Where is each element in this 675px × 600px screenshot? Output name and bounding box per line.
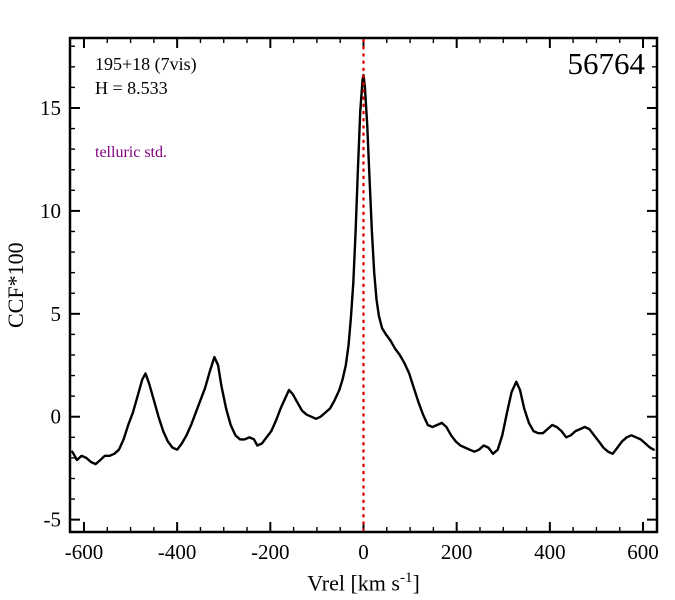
plot-title-mjd: 56764 <box>567 46 646 81</box>
y-tick-label: 5 <box>51 302 62 326</box>
x-tick-label: 600 <box>627 540 659 564</box>
target-id-label: 195+18 (7vis) <box>95 54 197 74</box>
x-axis-label: Vrel [km s-1] <box>70 570 657 596</box>
x-tick-label: 400 <box>534 540 566 564</box>
telluric-note-label: telluric std. <box>95 144 167 161</box>
y-tick-label: 10 <box>40 199 61 223</box>
plot-frame <box>68 36 659 534</box>
x-tick-label: 0 <box>358 540 369 564</box>
y-tick-label: -5 <box>44 508 62 532</box>
x-axis-label-text: Vrel [km s <box>307 570 400 595</box>
x-axis-label-exponent: -1 <box>399 569 413 586</box>
x-axis-label-suffix: ] <box>412 570 420 595</box>
y-axis-label: CCF*100 <box>3 242 28 328</box>
x-tick-label: -200 <box>251 540 290 564</box>
x-tick-label: -400 <box>158 540 197 564</box>
x-tick-label: 200 <box>441 540 473 564</box>
y-tick-label: 15 <box>40 96 61 120</box>
y-tick-label: 0 <box>51 405 62 429</box>
x-tick-label: -600 <box>65 540 104 564</box>
h-magnitude-label: H = 8.533 <box>95 78 168 98</box>
ccf-curve <box>71 73 655 466</box>
